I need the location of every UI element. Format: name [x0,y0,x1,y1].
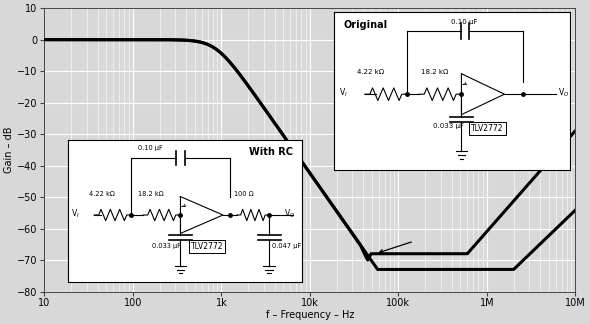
X-axis label: f – Frequency – Hz: f – Frequency – Hz [266,310,354,320]
Y-axis label: Gain – dB: Gain – dB [4,127,14,173]
